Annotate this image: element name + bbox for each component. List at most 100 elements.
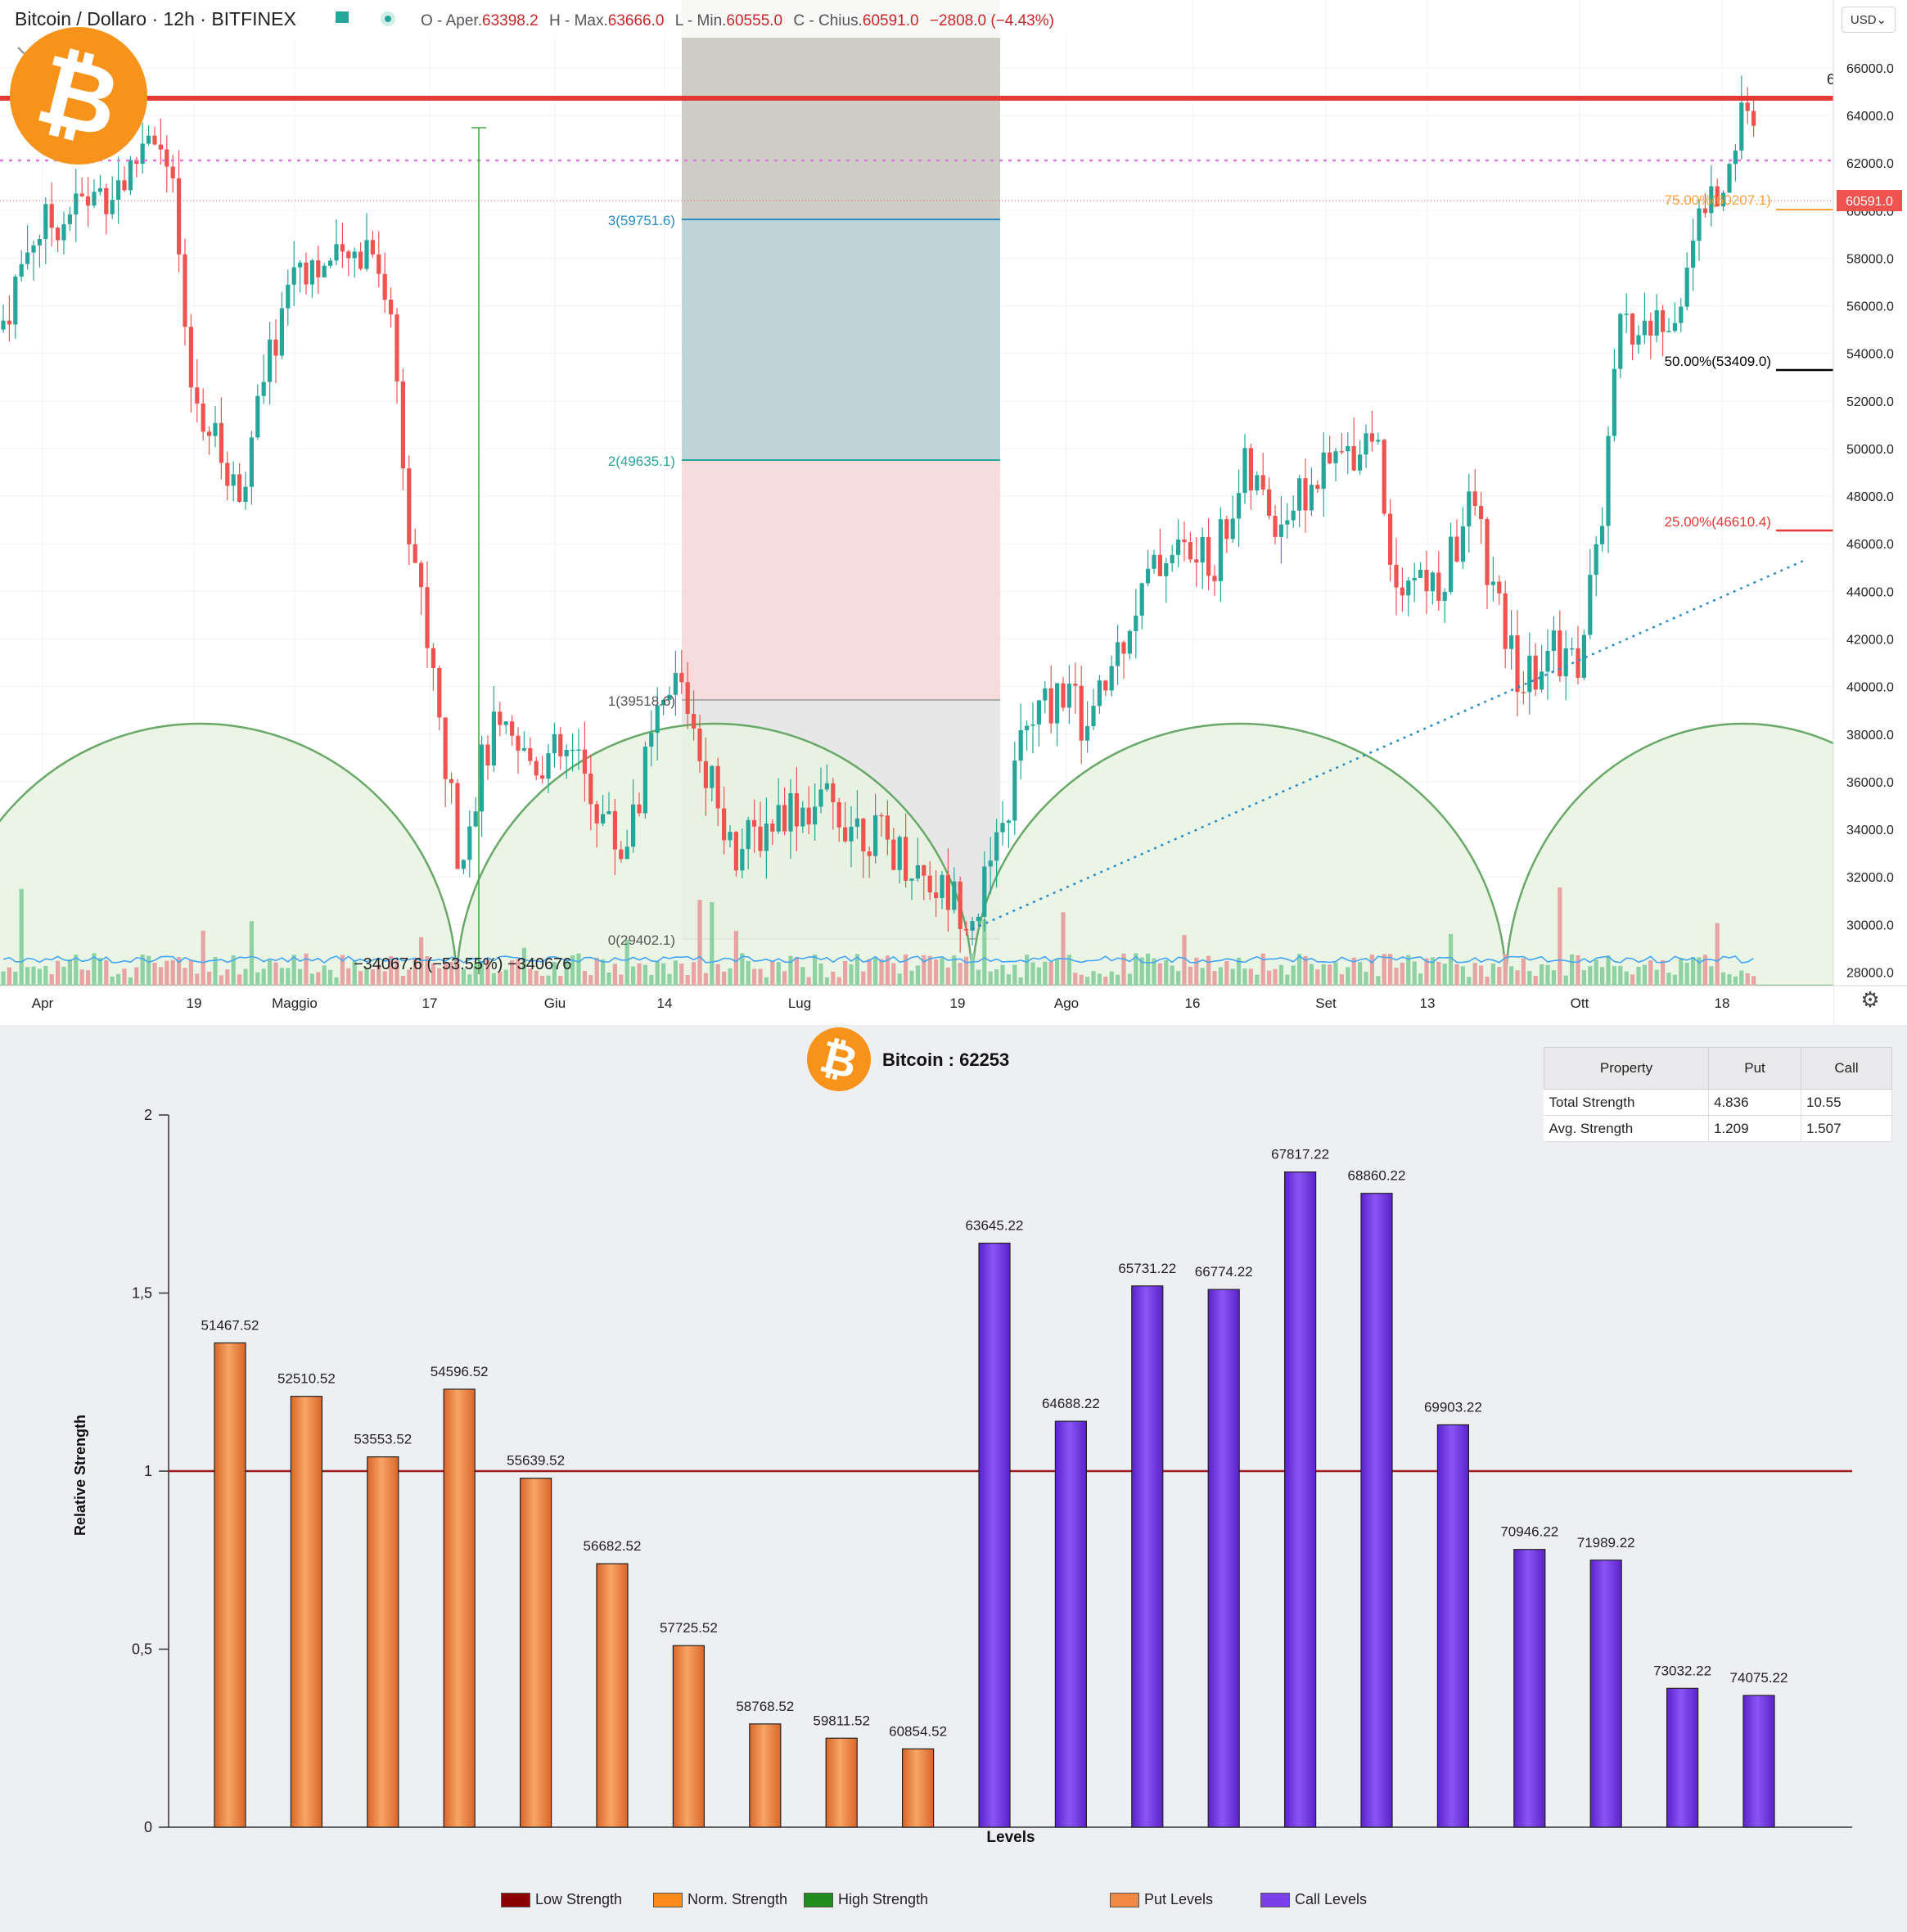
cycle-arc [455,722,974,987]
candle-body [1127,630,1132,654]
volume-bar [104,960,109,986]
volume-bar [1170,965,1174,986]
put-level-bar [825,1737,858,1828]
volume-bar [1721,972,1726,986]
volume-bar [703,973,708,986]
volume-bar [86,970,91,986]
candle-body [612,810,617,850]
candle-body [298,262,303,268]
candle-body [364,240,369,269]
candle-body [540,775,545,779]
candle-body [1751,111,1756,126]
legend-call-levels[interactable]: Call Levels [1260,1891,1367,1908]
candle-body [1025,725,1030,730]
volume-bar [183,968,187,986]
candle-body [1006,820,1011,824]
candle-body [516,735,521,751]
volume-bar [1333,962,1338,986]
volume-bar [1497,967,1502,986]
candle-body [19,264,24,277]
candle-body [897,837,902,870]
volume-bar [988,971,993,986]
volume-bar [667,973,672,986]
candle-body [79,193,84,196]
legend-norm-strength[interactable]: Norm. Strength [653,1891,787,1908]
candle-body [976,916,981,922]
volume-bar [370,969,375,986]
volume-bar [67,959,72,986]
price-chart-panel[interactable]: 3(59751.6) 2(49635.1) 1(39518.6) 0(29402… [0,0,1907,1025]
candle-body [813,806,818,825]
candle-body [147,135,151,144]
volume-bar [201,930,205,986]
volume-bar [37,968,42,986]
settings-gear-icon[interactable]: ⚙ [1860,987,1880,1012]
candle-body [1454,536,1459,562]
candle-body [964,928,969,931]
volume-bar [394,960,399,986]
candle-body [1224,519,1229,539]
bar-value-label: 69903.22 [1424,1399,1482,1415]
candle-body [1497,581,1502,594]
candle-body [92,192,97,206]
volume-bar [61,966,66,986]
cycle-arc [971,722,1508,987]
fib-label-1: 1(39518.6) [608,693,675,709]
candle-body [243,486,248,503]
volume-bar [594,957,599,986]
currency-button[interactable]: USD ⌄ [1842,7,1896,33]
price-tick-label: 56000.0 [1846,300,1894,314]
volume-bar [56,960,61,986]
bar-value-label: 52510.52 [277,1371,336,1387]
volume-bar [631,966,636,986]
legend-high-strength[interactable]: High Strength [804,1891,928,1908]
time-tick-label: Apr [32,995,54,1011]
trend-line[interactable] [972,557,1808,931]
volume-bar [1449,933,1454,986]
volume-bar [843,960,848,986]
ohlc-readout: O - Aper.63398.2 H - Max.63666.0 L - Min… [421,12,1054,29]
bar-value-label: 59811.52 [813,1713,870,1728]
volume-bar [1182,935,1187,986]
volume-bar [601,959,606,986]
candle-body [183,254,187,327]
call-level-bar [1207,1289,1240,1828]
legend-put-levels[interactable]: Put Levels [1110,1891,1213,1908]
bar-value-label: 71989.22 [1577,1535,1635,1551]
volume-bar [1630,974,1635,986]
price-axis-area[interactable] [1833,0,1907,1025]
candle-body [582,749,587,774]
candle-body [891,839,896,870]
candle-body [1157,554,1162,576]
volume-bar [1697,957,1702,986]
volume-bar [1485,977,1490,986]
candle-body [1066,684,1071,708]
candle-body [43,204,48,239]
volume-bar [437,968,442,986]
volume-bar [128,977,133,986]
legend-label: Norm. Strength [688,1891,788,1907]
legend-swatch [1110,1892,1139,1907]
volume-bar [1388,954,1393,986]
volume-bar [521,947,526,986]
symbol-title[interactable]: Bitcoin / Dollaro · 12h · BITFINEX [15,8,296,29]
volume-bar [1237,957,1242,986]
bar-value-label: 68860.22 [1348,1168,1406,1184]
legend-low-strength[interactable]: Low Strength [501,1891,622,1908]
price-chart-svg[interactable]: 3(59751.6) 2(49635.1) 1(39518.6) 0(29402… [0,0,1907,1025]
volume-bar [1412,961,1417,986]
candle-body [510,721,515,736]
candle-body [1061,683,1066,708]
volume-bar [1048,961,1053,986]
time-axis-area[interactable] [0,986,1833,1025]
candle-body [764,824,769,851]
candle-body [407,468,412,544]
candle-body [692,714,697,729]
volume-bar [498,971,503,986]
volume-bar [1691,957,1696,986]
low-label: L [675,12,683,29]
candle-body [879,815,884,817]
candle-body [1230,518,1235,539]
volume-bar [661,963,666,986]
volume-bar [564,959,569,986]
